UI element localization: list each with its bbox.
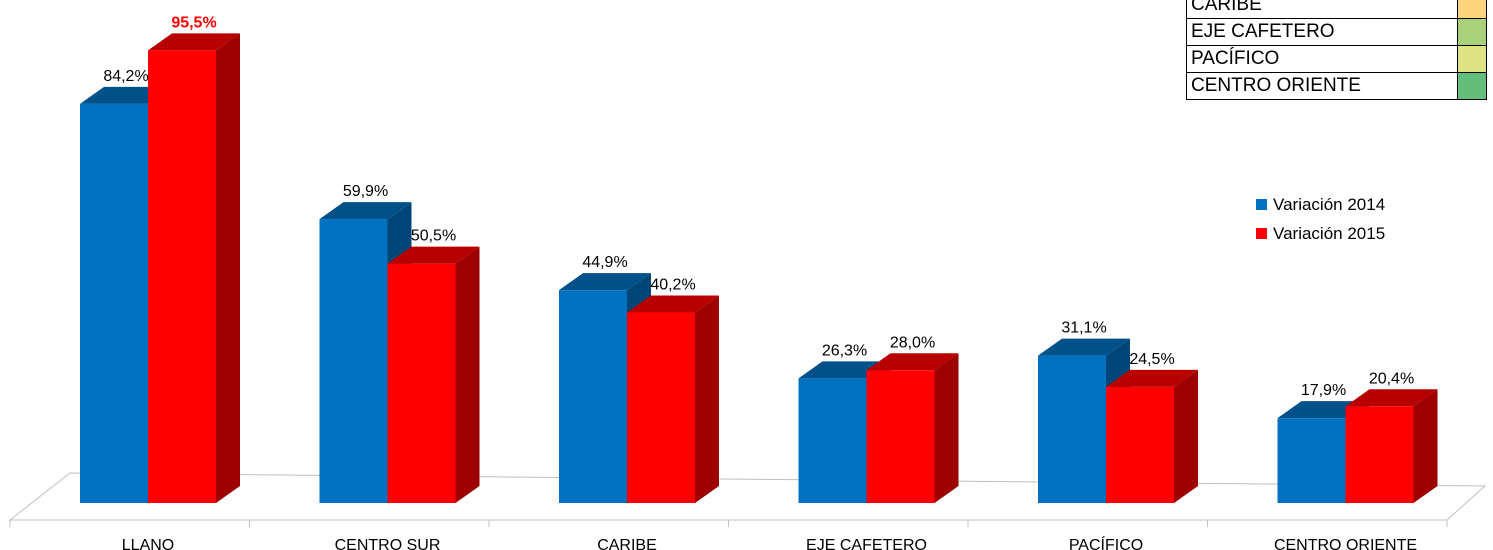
bar-2015-1 <box>148 33 240 504</box>
category-label-1: LLANO <box>122 537 174 550</box>
inset-row-name: EJE CAFETERO <box>1186 18 1458 46</box>
inset-row: PACÍFICO <box>1186 45 1487 73</box>
inset-row-swatch <box>1457 72 1487 100</box>
inset-row-name: CARIBE <box>1186 0 1458 19</box>
inset-table: CARIBE EJE CAFETERO PACÍFICO CENTRO ORIENTE <box>1186 0 1487 100</box>
data-label-2015-1: 95,5% <box>171 14 216 31</box>
data-label-2015-5: 24,5% <box>1129 351 1174 368</box>
data-labels-group: 84,2% 95,5% 59,9% 50,5% 44,9% 40,2% 26,3% 28,0%… <box>103 14 1414 399</box>
inset-row-name: CENTRO ORIENTE <box>1186 72 1458 100</box>
inset-row: EJE CAFETERO <box>1186 18 1487 46</box>
data-label-2014-4: 26,3% <box>822 342 867 359</box>
legend: Variación 2014 Variación 2015 <box>1256 190 1385 248</box>
legend-swatch <box>1256 199 1267 210</box>
bar-2015-2 <box>387 246 480 503</box>
data-label-2014-3: 44,9% <box>582 254 627 271</box>
data-label-2014-1: 84,2% <box>103 68 148 85</box>
bar-2015-3 <box>627 295 719 503</box>
bar-2015-5 <box>1106 369 1198 503</box>
bar-2015-6 <box>1345 389 1438 503</box>
data-label-2015-2: 50,5% <box>411 228 456 245</box>
bars-group <box>80 33 1438 504</box>
category-label-2: CENTRO SUR <box>335 537 441 550</box>
legend-label: Variación 2014 <box>1273 194 1386 214</box>
inset-row: CENTRO ORIENTE <box>1186 72 1487 100</box>
legend-label: Variación 2015 <box>1273 223 1386 243</box>
data-label-2014-5: 31,1% <box>1061 320 1106 337</box>
category-labels-group: LLANO CENTRO SUR CARIBE EJE CAFETERO PACÍFIC… <box>122 535 1417 550</box>
data-label-2015-4: 28,0% <box>890 334 935 351</box>
data-label-2014-2: 59,9% <box>343 183 388 200</box>
bar-2015-4 <box>866 353 959 503</box>
legend-swatch <box>1256 228 1267 239</box>
legend-item-2014: Variación 2014 <box>1256 190 1385 219</box>
data-label-2015-3: 40,2% <box>650 276 695 293</box>
category-label-6: CENTRO ORIENTE <box>1274 537 1417 550</box>
data-label-2015-6: 20,4% <box>1369 370 1414 387</box>
inset-row-swatch <box>1457 45 1487 73</box>
category-label-5: PACÍFICO <box>1069 535 1143 550</box>
inset-row-name: PACÍFICO <box>1186 45 1458 73</box>
category-label-3: CARIBE <box>597 537 657 550</box>
data-label-2014-6: 17,9% <box>1301 382 1346 399</box>
category-label-4: EJE CAFETERO <box>806 537 927 550</box>
inset-row-swatch <box>1457 0 1487 19</box>
legend-item-2015: Variación 2015 <box>1256 219 1385 248</box>
inset-row: CARIBE <box>1186 0 1487 19</box>
inset-row-swatch <box>1457 18 1487 46</box>
